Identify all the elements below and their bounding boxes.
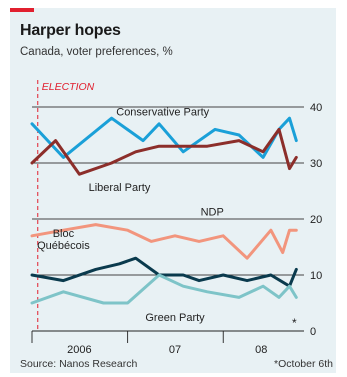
- series-label: Green Party: [145, 312, 205, 324]
- chart-panel: [10, 8, 336, 373]
- y-tick-label: 10: [310, 270, 322, 282]
- series-label: NDP: [201, 207, 224, 219]
- x-tick-label: 07: [169, 344, 181, 356]
- y-tick-label: 0: [310, 326, 316, 338]
- chart-subtitle: Canada, voter preferences, %: [20, 46, 173, 58]
- election-label: ELECTION: [42, 81, 95, 93]
- series-line-3: [30, 256, 298, 288]
- y-tick-label: 20: [310, 214, 322, 226]
- brand-red-bar: [10, 8, 34, 12]
- x-tick-label: 2006: [67, 344, 91, 356]
- series-label: Bloc: [53, 228, 75, 240]
- series-line-2: [30, 223, 298, 260]
- x-tick-label: 08: [255, 344, 267, 356]
- series-label: Conservative Party: [116, 106, 209, 118]
- chart-title: Harper hopes: [20, 22, 121, 39]
- source-note: Source: Nanos Research: [20, 358, 138, 370]
- series-label: Liberal Party: [89, 182, 151, 194]
- series-line-1: [30, 127, 298, 176]
- series-line-0: [30, 116, 298, 159]
- series-line-4: [30, 273, 298, 305]
- y-tick-label: 30: [310, 158, 322, 170]
- y-tick-label: 40: [310, 102, 322, 114]
- footnote-marker: *: [292, 316, 297, 330]
- series-label: Québécois: [37, 240, 90, 252]
- footnote: *October 6th: [274, 358, 333, 370]
